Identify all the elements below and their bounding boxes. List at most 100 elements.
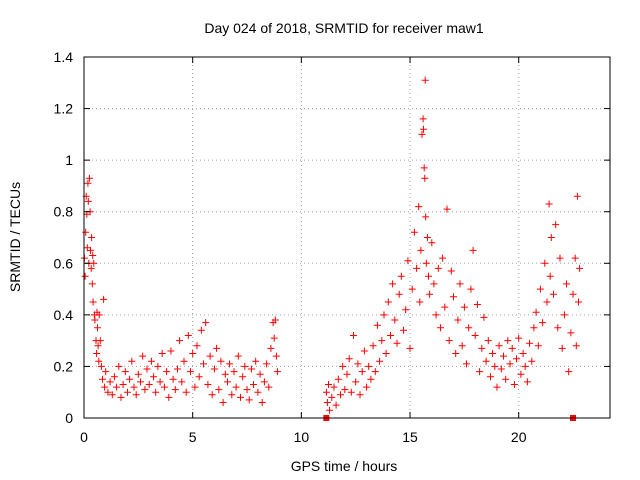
data-point	[380, 311, 388, 319]
data-point	[334, 375, 342, 383]
data-point	[171, 386, 179, 394]
data-point	[528, 357, 536, 365]
data-point	[352, 378, 360, 386]
data-point	[447, 267, 455, 275]
data-point	[450, 293, 457, 301]
data-point	[163, 368, 171, 376]
data-point	[393, 339, 401, 347]
data-point	[382, 350, 390, 357]
data-point	[88, 280, 96, 288]
data-point	[219, 399, 227, 406]
data-point	[576, 264, 584, 272]
data-point	[432, 311, 440, 319]
data-point	[132, 391, 140, 399]
data-point	[369, 342, 377, 350]
data-point	[208, 391, 216, 399]
data-point	[495, 342, 503, 350]
data-point	[546, 272, 554, 280]
data-point	[160, 383, 168, 391]
data-point	[534, 342, 542, 350]
data-point	[224, 378, 231, 386]
data-point	[82, 228, 90, 236]
data-point	[418, 130, 426, 138]
data-point	[147, 357, 155, 365]
data-point	[252, 357, 260, 365]
data-point	[545, 200, 553, 208]
data-point	[243, 386, 251, 394]
data-point	[270, 334, 278, 342]
data-point	[337, 391, 344, 399]
data-point	[569, 290, 577, 298]
data-points	[80, 76, 584, 414]
data-point	[110, 373, 118, 381]
data-point	[456, 280, 464, 288]
data-point	[565, 368, 573, 376]
data-point	[210, 365, 218, 373]
data-point	[237, 393, 244, 401]
data-point	[191, 383, 199, 391]
data-point	[397, 272, 405, 280]
data-point	[556, 254, 564, 262]
data-point	[408, 285, 416, 293]
data-point	[430, 280, 438, 288]
data-point	[94, 324, 101, 332]
data-point	[232, 383, 240, 391]
data-point	[100, 295, 108, 303]
data-point	[402, 306, 410, 314]
data-point	[217, 357, 225, 365]
data-point	[128, 357, 136, 365]
data-point	[325, 381, 332, 388]
data-point	[508, 344, 516, 352]
data-point	[356, 391, 364, 399]
x-tick-label: 20	[511, 429, 527, 445]
data-point	[101, 383, 109, 391]
data-point	[467, 285, 475, 293]
data-point	[504, 337, 512, 345]
data-point	[187, 368, 194, 376]
x-tick-label: 15	[402, 429, 418, 445]
data-point	[575, 298, 582, 306]
data-point	[193, 342, 201, 350]
data-point	[221, 370, 229, 378]
data-point	[426, 290, 434, 298]
y-tick-label: 0.8	[54, 204, 74, 220]
data-point	[117, 393, 125, 401]
data-point	[134, 370, 142, 378]
data-point	[174, 365, 181, 373]
data-point	[332, 401, 340, 409]
data-point	[419, 115, 427, 123]
chart-title: Day 024 of 2018, SRMTID for receiver maw…	[204, 20, 484, 36]
data-point	[376, 357, 384, 365]
data-point	[130, 383, 138, 391]
data-point	[273, 368, 281, 376]
data-point	[463, 360, 470, 368]
data-point	[423, 234, 431, 241]
data-point	[195, 373, 203, 381]
data-point	[99, 375, 106, 383]
data-point	[532, 308, 540, 316]
data-point	[420, 125, 427, 133]
data-point	[330, 383, 338, 391]
data-point	[500, 352, 507, 360]
data-point	[421, 76, 429, 84]
data-point	[258, 399, 266, 406]
data-point	[395, 290, 403, 298]
data-point	[90, 259, 98, 267]
data-point	[519, 350, 527, 357]
data-point	[250, 381, 257, 388]
data-point	[104, 388, 112, 396]
data-point	[260, 378, 268, 386]
data-point	[241, 362, 249, 370]
data-point	[497, 365, 505, 373]
data-point	[360, 347, 368, 355]
data-point	[97, 362, 105, 370]
data-point	[204, 381, 212, 388]
data-point	[197, 326, 205, 334]
data-point	[373, 321, 381, 329]
data-point	[326, 406, 334, 414]
data-point	[434, 264, 442, 272]
x-tick-label: 0	[80, 429, 88, 445]
data-point	[417, 246, 425, 254]
data-point	[539, 319, 547, 327]
data-point	[391, 316, 399, 324]
